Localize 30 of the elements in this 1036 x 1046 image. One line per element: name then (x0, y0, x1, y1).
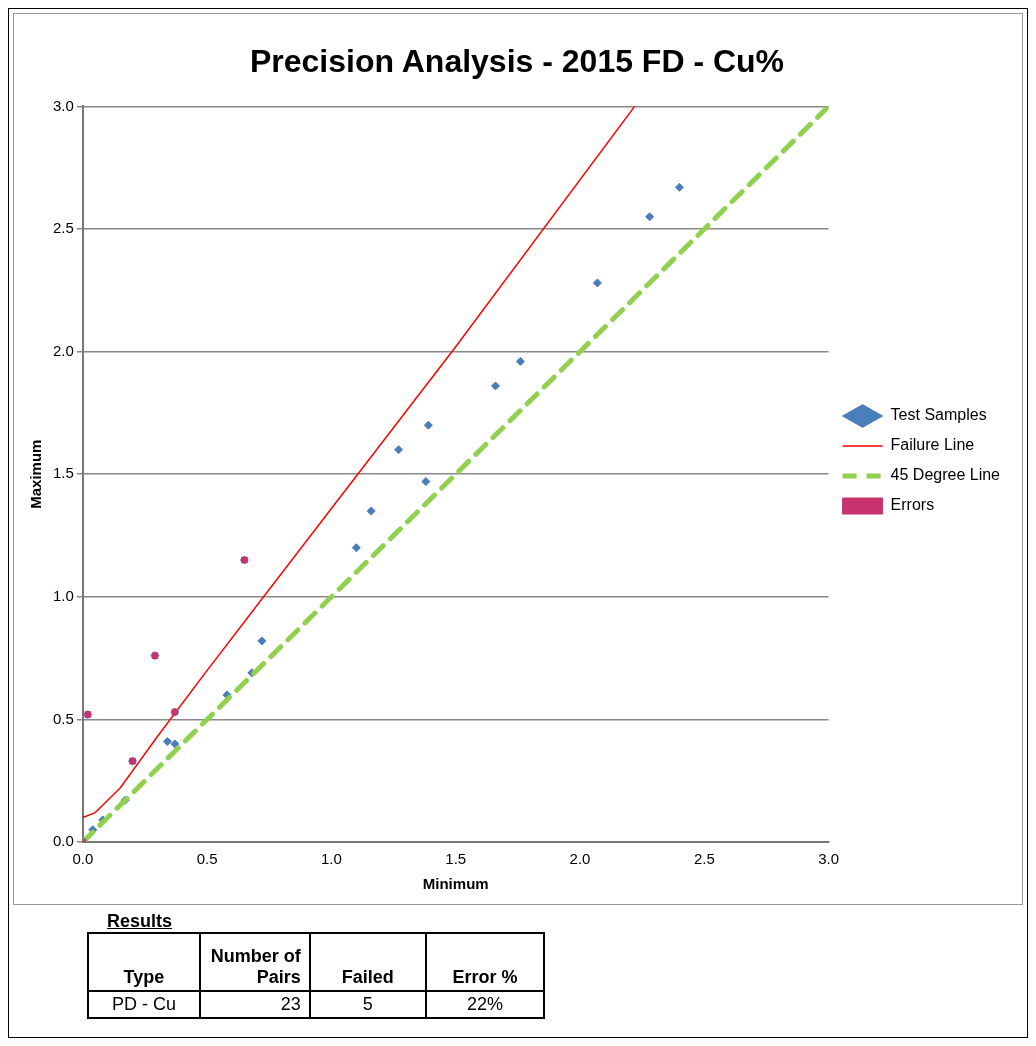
text: PD - Cu (88, 991, 200, 1018)
y-tick-label: 3.0 (52, 96, 74, 114)
y-tick-label: 0.5 (52, 709, 74, 727)
text: 23 (199, 991, 310, 1018)
text: Error % (425, 933, 544, 991)
y-tick-label: 1.0 (52, 586, 74, 604)
y-tick-label: 2.0 (52, 341, 74, 359)
text: Number of Pairs (199, 933, 310, 991)
y-tick-label: 1.5 (52, 464, 74, 482)
x-tick-label: 2.5 (693, 850, 715, 868)
x-tick-label: 1.0 (321, 850, 342, 868)
text: Results (107, 911, 174, 932)
legend-label: Errors (890, 496, 935, 514)
y-tick-label: 0.0 (52, 832, 74, 850)
x-tick-label: 2.0 (569, 850, 591, 868)
x-tick-label: 0.0 (72, 850, 94, 868)
x-axis-title: Minimum (422, 875, 489, 893)
legend-label: 45 Degree Line (890, 466, 1001, 484)
y-tick-label: 2.5 (52, 219, 74, 237)
text: Failed (309, 933, 426, 991)
x-tick-label: 3.0 (818, 850, 840, 868)
y-axis-title: Maximum (27, 439, 45, 509)
legend-label: Failure Line (890, 436, 975, 454)
text: 22% (425, 991, 544, 1018)
text: Type (88, 933, 200, 991)
legend-label: Test Samples (890, 406, 987, 424)
chart-title: Precision Analysis - 2015 FD - Cu% (249, 43, 785, 80)
text: 5 (309, 991, 426, 1018)
x-tick-label: 0.5 (196, 850, 218, 868)
x-tick-label: 1.5 (445, 850, 467, 868)
